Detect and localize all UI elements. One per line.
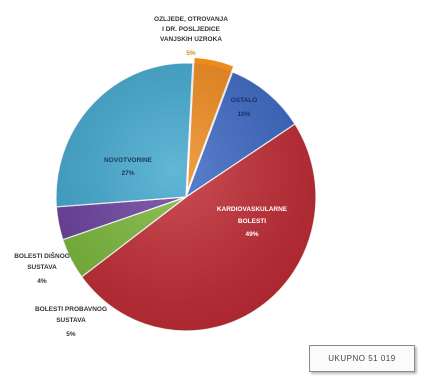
total-count-box: UKUPNO 51 019 <box>309 345 415 372</box>
slice-label-ostalo: OSTALO <box>231 97 258 104</box>
slice-label-ozljede-line3: VANJSKIH UZROKA <box>160 36 222 43</box>
slice-percent-ozljede: 5% <box>186 50 196 57</box>
slice-label-novotvorine: NOVOTVORINE <box>104 157 153 164</box>
pie-slice-4 <box>55 62 194 208</box>
slice-label-probavnog-line2: SUSTAVA <box>56 317 86 324</box>
slice-percent-disnog: 4% <box>37 278 47 285</box>
slice-percent-novotvorine: 27% <box>121 170 134 177</box>
slice-percent-kardio: 49% <box>245 231 258 238</box>
slice-label-kardio-line2: BOLESTI <box>238 218 266 225</box>
slice-label-disnog-line2: SUSTAVA <box>27 264 57 271</box>
slice-label-kardio-line1: KARDIOVASKULARNE <box>217 206 288 213</box>
pie-slices <box>55 56 317 332</box>
slice-label-ozljede-line1: OZLJEDE, OTROVANJA <box>154 16 228 23</box>
slice-percent-probavnog: 5% <box>66 331 76 338</box>
slice-label-ozljede-line2: I DR. POSLJEDICE <box>162 26 220 33</box>
slice-label-probavnog-line1: BOLESTI PROBAVNOG <box>35 306 107 313</box>
slice-percent-ostalo: 10% <box>237 111 250 118</box>
slice-label-disnog-line1: BOLESTI DIŠNOG <box>14 251 70 260</box>
